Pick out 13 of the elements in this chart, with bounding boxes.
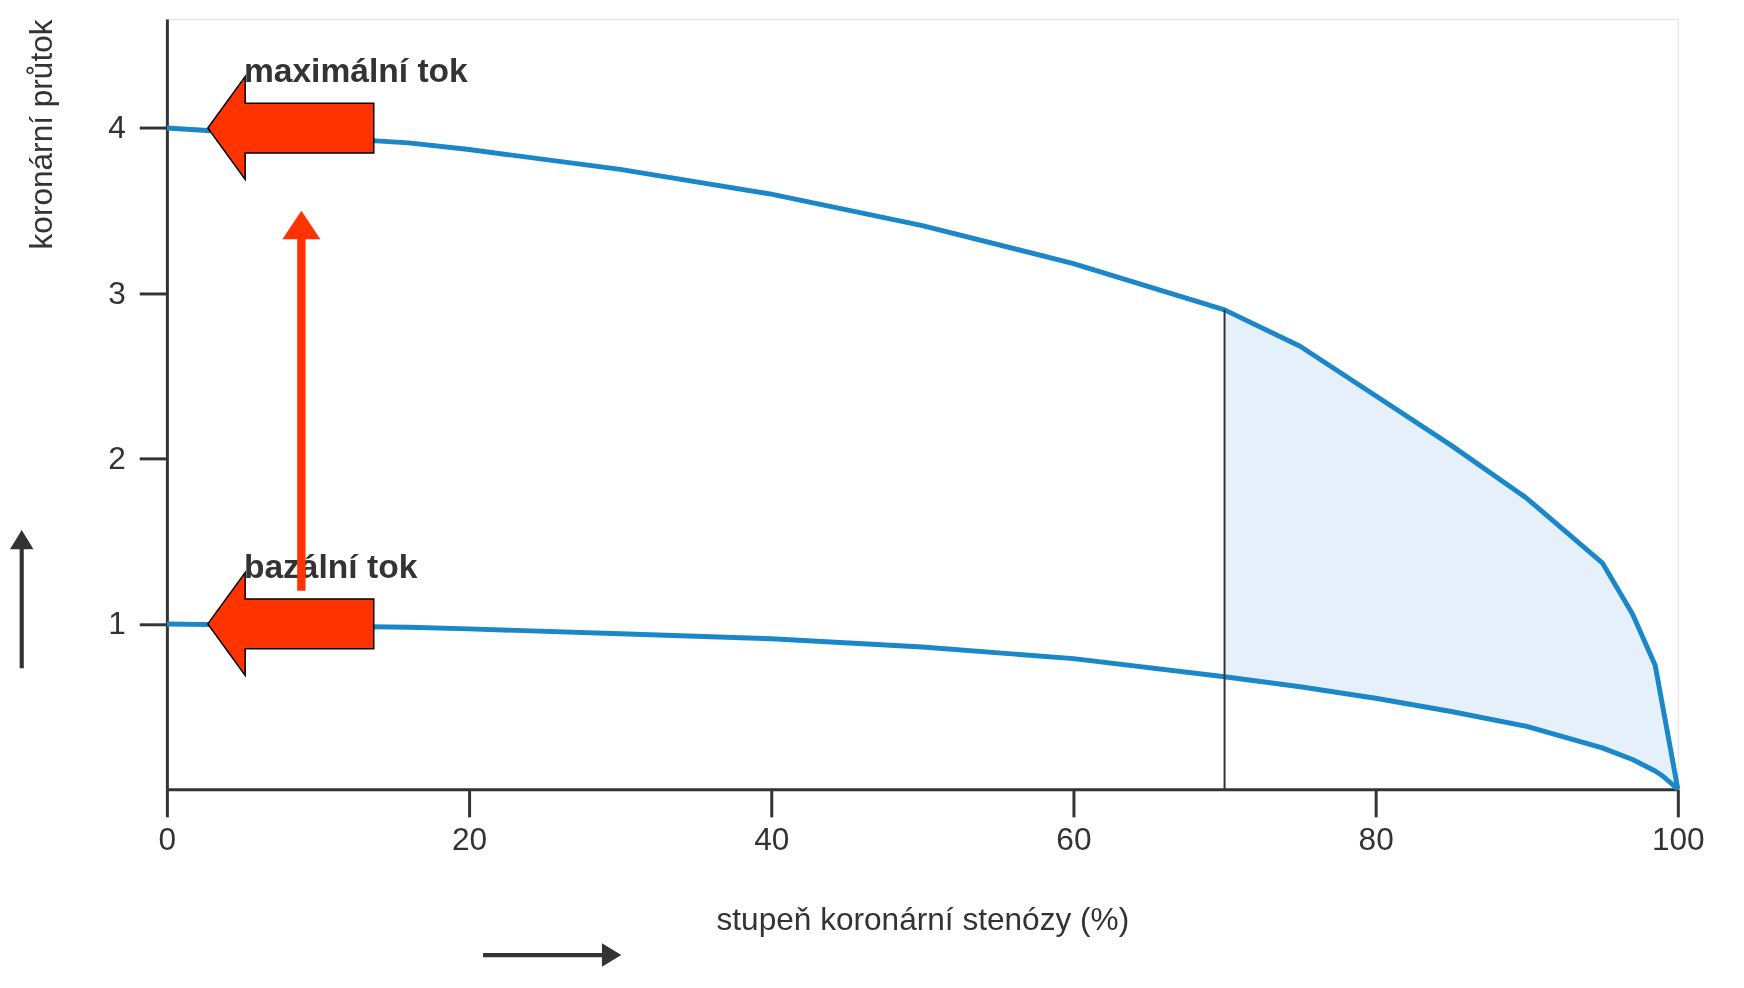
x-tick-label: 60 xyxy=(1056,820,1092,857)
x-axis-title: stupeň koronární stenózy (%) xyxy=(716,900,1130,937)
x-tick-label: 0 xyxy=(158,820,177,857)
x-tick-label: 100 xyxy=(1651,820,1705,857)
y-axis-title: koronární průtok xyxy=(23,19,60,250)
x-tick-label: 80 xyxy=(1358,820,1394,857)
y-tick-label: 1 xyxy=(108,605,126,642)
x-tick-label: 20 xyxy=(452,820,488,857)
x-tick-label: 40 xyxy=(754,820,790,857)
y-tick-label: 4 xyxy=(108,109,126,146)
y-tick-label: 2 xyxy=(108,439,126,476)
series-label: maximální tok xyxy=(243,51,469,89)
y-tick-label: 3 xyxy=(108,274,126,311)
